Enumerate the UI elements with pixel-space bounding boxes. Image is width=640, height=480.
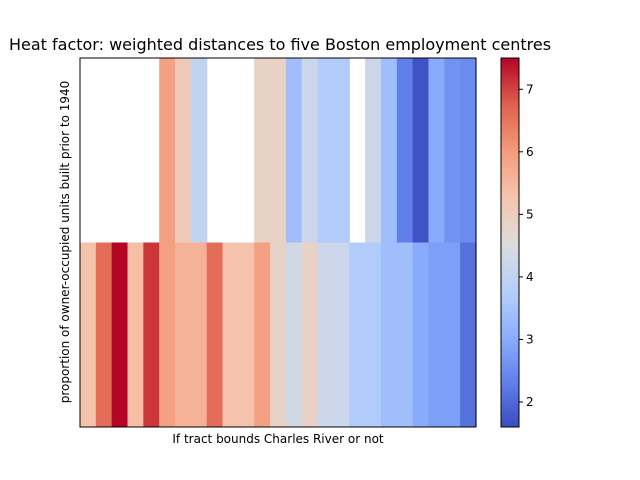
colorbar-gradient — [500, 57, 520, 428]
heatmap-cell-upper-13 — [285, 58, 303, 243]
heatmap-cell-lower-9 — [222, 242, 239, 427]
heatmap-cell-lower-19 — [380, 242, 398, 427]
plot-frame — [79, 57, 477, 428]
colorbar-tick-label-0: 2 — [526, 395, 534, 409]
heatmap-cell-lower-5 — [159, 242, 176, 427]
heatmap-cell-upper-14 — [301, 58, 319, 243]
colorbar-tick-label-1: 3 — [526, 332, 534, 346]
heatmap-cell-lower-1 — [95, 242, 113, 427]
heatmap-cell-lower-11 — [254, 242, 271, 427]
heatmap-cell-lower-23 — [444, 242, 461, 427]
colorbar-tick-label-2: 4 — [526, 270, 534, 284]
heatmap-cell-lower-15 — [317, 242, 335, 427]
heatmap-cell-upper-11 — [254, 58, 271, 243]
heatmap-cell-lower-12 — [270, 242, 287, 427]
heatmap-cell-upper-21 — [412, 58, 430, 243]
heatmap-cell-lower-24 — [460, 242, 477, 427]
heatmap-cell-lower-4 — [143, 242, 160, 427]
heatmap-cell-lower-16 — [333, 242, 350, 427]
heatmap-cell-upper-6 — [175, 58, 192, 243]
heatmap-cell-upper-7 — [190, 58, 208, 243]
heatmap-cell-upper-5 — [159, 58, 176, 243]
heatmap-cell-lower-14 — [301, 242, 319, 427]
heatmap-cell-lower-21 — [412, 242, 430, 427]
heatmap-cell-upper-22 — [428, 58, 445, 243]
heatmap-cell-upper-16 — [333, 58, 350, 243]
colorbar: 2 3 4 5 6 7 — [500, 57, 534, 428]
heatmap-cell-lower-10 — [238, 242, 255, 427]
heatmap-cell-lower-2 — [111, 242, 129, 427]
colorbar-ticks: 2 3 4 5 6 7 — [519, 82, 534, 409]
heatmap-cell-lower-0 — [80, 242, 97, 427]
heatmap-cell-upper-20 — [396, 58, 414, 243]
heatmap-cell-upper-23 — [444, 58, 461, 243]
y-axis-label: proportion of owner-occupied units built… — [58, 81, 72, 404]
heatmap-cell-upper-15 — [317, 58, 335, 243]
heatmap-cell-lower-18 — [365, 242, 382, 427]
colorbar-tick-label-5: 7 — [526, 82, 534, 96]
heatmap-cells — [80, 58, 477, 427]
heatmap-cell-upper-19 — [380, 58, 398, 243]
heatmap-cell-lower-20 — [396, 242, 414, 427]
heatmap-cell-lower-6 — [175, 242, 192, 427]
x-axis-label: If tract bounds Charles River or not — [172, 432, 384, 446]
heatmap-cell-lower-3 — [127, 242, 144, 427]
chart-title: Heat factor: weighted distances to five … — [9, 35, 551, 54]
heatmap-cell-lower-13 — [285, 242, 303, 427]
heatmap-cell-upper-24 — [460, 58, 477, 243]
heatmap-cell-lower-17 — [349, 242, 366, 427]
heatmap-cell-upper-12 — [270, 58, 287, 243]
heatmap-cell-lower-7 — [190, 242, 208, 427]
heatmap-cell-lower-8 — [206, 242, 224, 427]
heatmap-cell-lower-22 — [428, 242, 445, 427]
colorbar-tick-label-3: 5 — [526, 207, 534, 221]
colorbar-tick-label-4: 6 — [526, 145, 534, 159]
heatmap-cell-upper-18 — [365, 58, 382, 243]
